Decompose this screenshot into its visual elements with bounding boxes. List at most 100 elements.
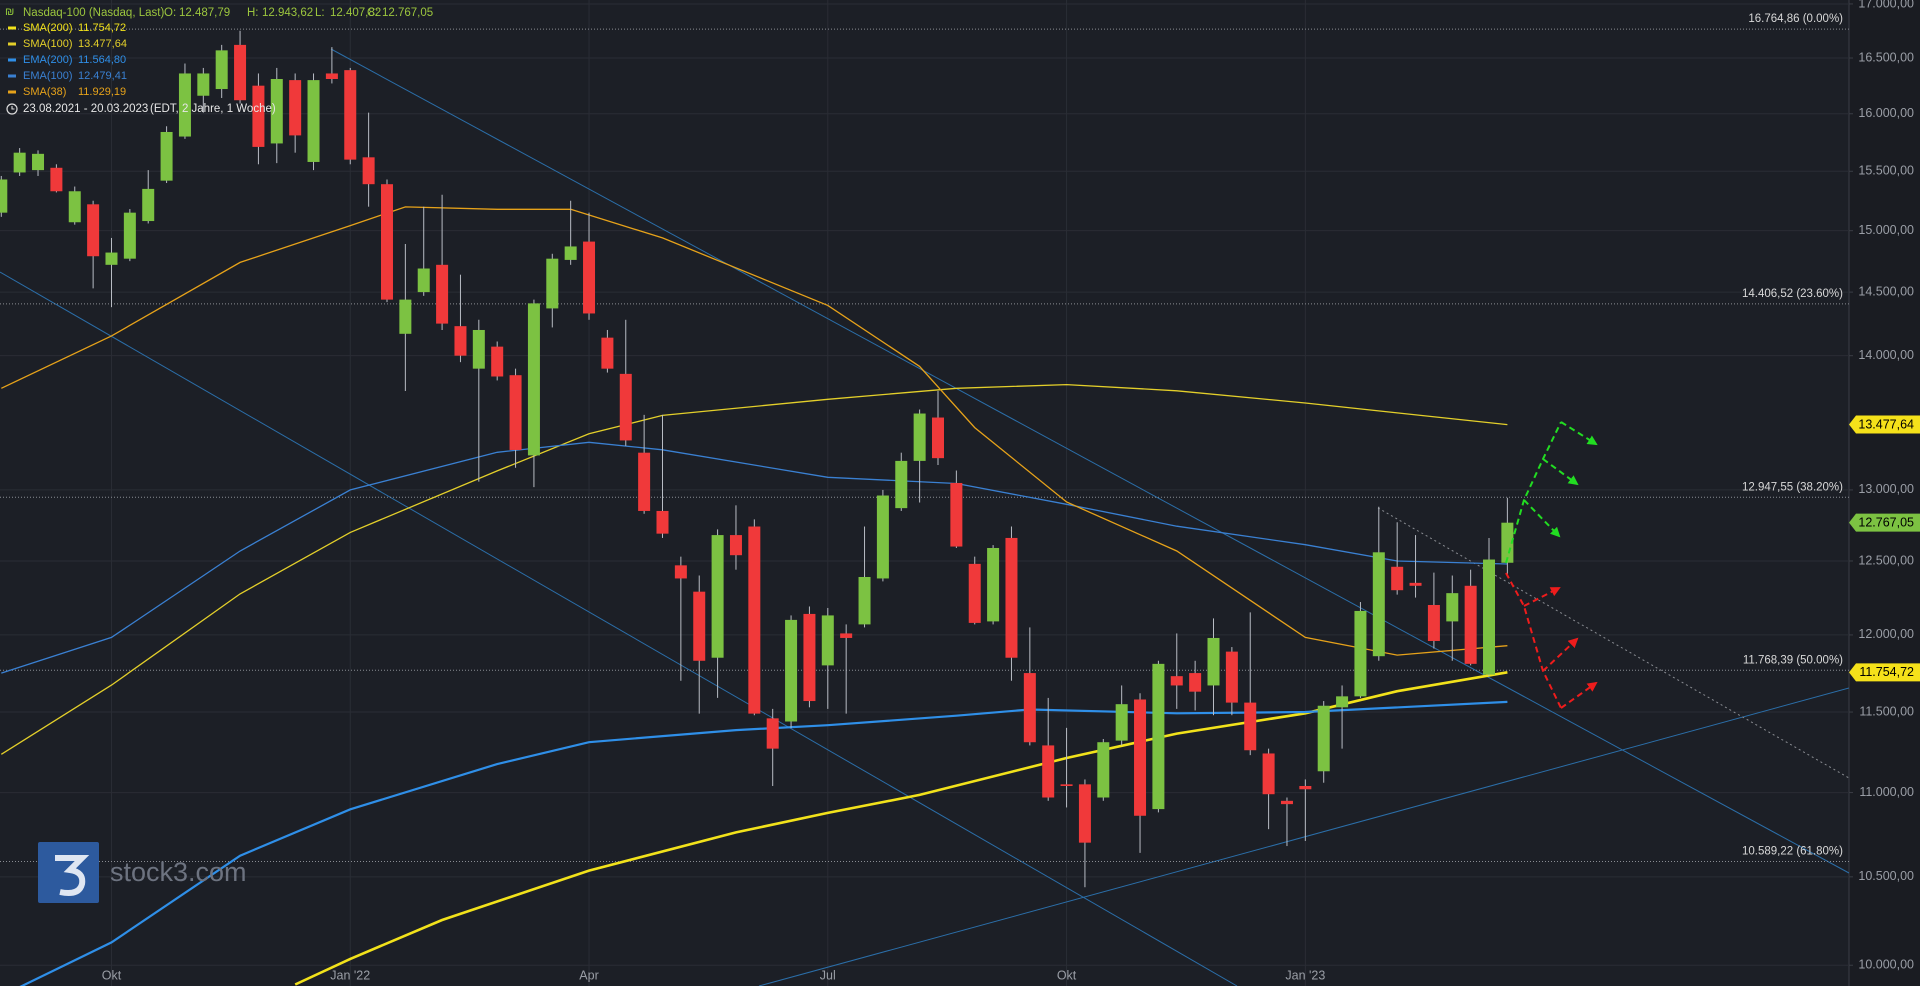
candle-body bbox=[1372, 552, 1385, 657]
date-range-text: 23.08.2021 - 20.03.2023 bbox=[23, 103, 148, 115]
x-tick-label: Apr bbox=[579, 968, 598, 982]
candle-body bbox=[656, 510, 669, 534]
candle-body bbox=[1078, 784, 1091, 843]
candle-body bbox=[785, 619, 798, 722]
candle-body bbox=[1152, 663, 1165, 810]
header: ₪ Nasdaq-100 (Nasdaq, Last) 23.08.2021 -… bbox=[5, 6, 276, 115]
candle-body bbox=[1023, 673, 1036, 743]
candle-body bbox=[840, 633, 853, 638]
trend-line bbox=[330, 48, 1849, 874]
candle-body bbox=[1060, 784, 1073, 786]
candle-body bbox=[13, 152, 26, 173]
y-tick-label: 12.500,00 bbox=[1858, 553, 1914, 567]
candle-body bbox=[160, 131, 173, 181]
price-badge bbox=[1849, 663, 1920, 682]
x-tick-label: Okt bbox=[1057, 968, 1077, 982]
price-badge-label: 12.767,05 bbox=[1858, 515, 1914, 529]
y-tick-label: 15.000,00 bbox=[1858, 223, 1914, 237]
candle-body bbox=[325, 73, 338, 80]
candle-body bbox=[1042, 745, 1055, 798]
candle-body bbox=[987, 547, 1000, 622]
legend-name: SMA(38) bbox=[23, 86, 66, 98]
candle-body bbox=[638, 452, 651, 511]
legend-value: 12.479,41 bbox=[78, 70, 127, 82]
candle-body bbox=[693, 591, 706, 661]
candle-body bbox=[1391, 566, 1404, 591]
candle-body bbox=[1501, 522, 1514, 563]
candle-body bbox=[821, 615, 834, 666]
legend-name: SMA(200) bbox=[23, 22, 73, 34]
ohlc-value: 12.487,79 bbox=[179, 7, 230, 19]
candle-body bbox=[1207, 637, 1220, 686]
header-icon: ₪ bbox=[5, 6, 14, 18]
legend-name: EMA(200) bbox=[23, 54, 73, 66]
logo-mark bbox=[55, 855, 90, 896]
arrow bbox=[1560, 681, 1598, 709]
candle-body bbox=[1115, 704, 1128, 741]
trend-line bbox=[0, 271, 1238, 986]
candle-body bbox=[399, 299, 412, 334]
candle-body bbox=[950, 482, 963, 547]
y-tick-label: 16.500,00 bbox=[1858, 50, 1914, 64]
candle-body bbox=[858, 576, 871, 625]
y-tick-label: 10.000,00 bbox=[1858, 958, 1914, 972]
candle-body bbox=[234, 44, 247, 101]
candle-body bbox=[1280, 800, 1293, 805]
fib-label: 14.406,52 (23.60%) bbox=[1742, 288, 1843, 300]
candle-body bbox=[1427, 604, 1440, 641]
legend-value: 11.754,72 bbox=[78, 22, 126, 34]
candle-body bbox=[931, 417, 944, 459]
candle-body bbox=[1170, 676, 1183, 686]
ohlc-value: 12.407,82 bbox=[330, 7, 381, 19]
candle-body bbox=[1097, 742, 1110, 798]
ohlc-value: 12.943,62 bbox=[262, 7, 313, 19]
candle-body bbox=[491, 346, 504, 377]
logo bbox=[38, 842, 99, 903]
fib-label: 10.589,22 (61.80%) bbox=[1742, 846, 1843, 858]
y-tick-label: 17.000,00 bbox=[1858, 0, 1914, 10]
trend-lines bbox=[0, 48, 1849, 986]
candle-body bbox=[1446, 593, 1459, 622]
indicator-line bbox=[0, 383, 1508, 755]
arrow bbox=[1542, 637, 1579, 672]
candle-body bbox=[509, 375, 522, 450]
fib-label: 12.947,55 (38.20%) bbox=[1742, 481, 1843, 493]
clock-hand bbox=[11, 106, 15, 110]
legend-value: 13.477,64 bbox=[78, 38, 127, 50]
price-badge bbox=[1849, 415, 1920, 434]
candle-body bbox=[252, 85, 265, 147]
indicator-line bbox=[19, 700, 1508, 986]
indicator-line bbox=[1, 206, 1508, 656]
x-tick-label: Jan '23 bbox=[1285, 968, 1325, 982]
candle-body bbox=[968, 563, 981, 623]
candle-body bbox=[766, 718, 779, 749]
candle-body bbox=[32, 153, 45, 171]
candle-body bbox=[344, 70, 357, 160]
fib-label: 11.768,39 (50.00%) bbox=[1743, 654, 1843, 666]
date-range: 23.08.2021 - 20.03.2023 (EDT, 2 Jahre, 1… bbox=[6, 103, 276, 115]
candle-body bbox=[380, 184, 393, 300]
ohlc-key: O: bbox=[164, 7, 176, 19]
candle-body bbox=[270, 79, 283, 144]
candle-body bbox=[417, 268, 430, 293]
price-badge-label: 13.477,64 bbox=[1858, 417, 1914, 431]
x-tick-label: Jan '22 bbox=[330, 968, 370, 982]
candle-body bbox=[1409, 582, 1422, 586]
candles bbox=[0, 30, 1514, 888]
candle-body bbox=[1317, 705, 1330, 772]
arrow bbox=[1523, 587, 1561, 607]
candle-body bbox=[1354, 610, 1367, 697]
legend-value: 11.929,19 bbox=[78, 86, 126, 98]
candle-body bbox=[583, 241, 596, 314]
y-tick-label: 15.500,00 bbox=[1858, 164, 1914, 178]
legend-swatch bbox=[8, 90, 16, 94]
x-tick-label: Okt bbox=[102, 968, 122, 982]
date-note: (EDT, 2 Jahre, 1 Woche) bbox=[150, 103, 276, 115]
y-tick-label: 14.000,00 bbox=[1858, 348, 1914, 362]
candle-body bbox=[178, 73, 191, 137]
axis-panel bbox=[1849, 0, 1920, 986]
arrow bbox=[1523, 499, 1561, 538]
legend-swatch bbox=[8, 26, 16, 30]
candle-body bbox=[748, 526, 761, 714]
watermark: stock3.com bbox=[110, 857, 247, 887]
